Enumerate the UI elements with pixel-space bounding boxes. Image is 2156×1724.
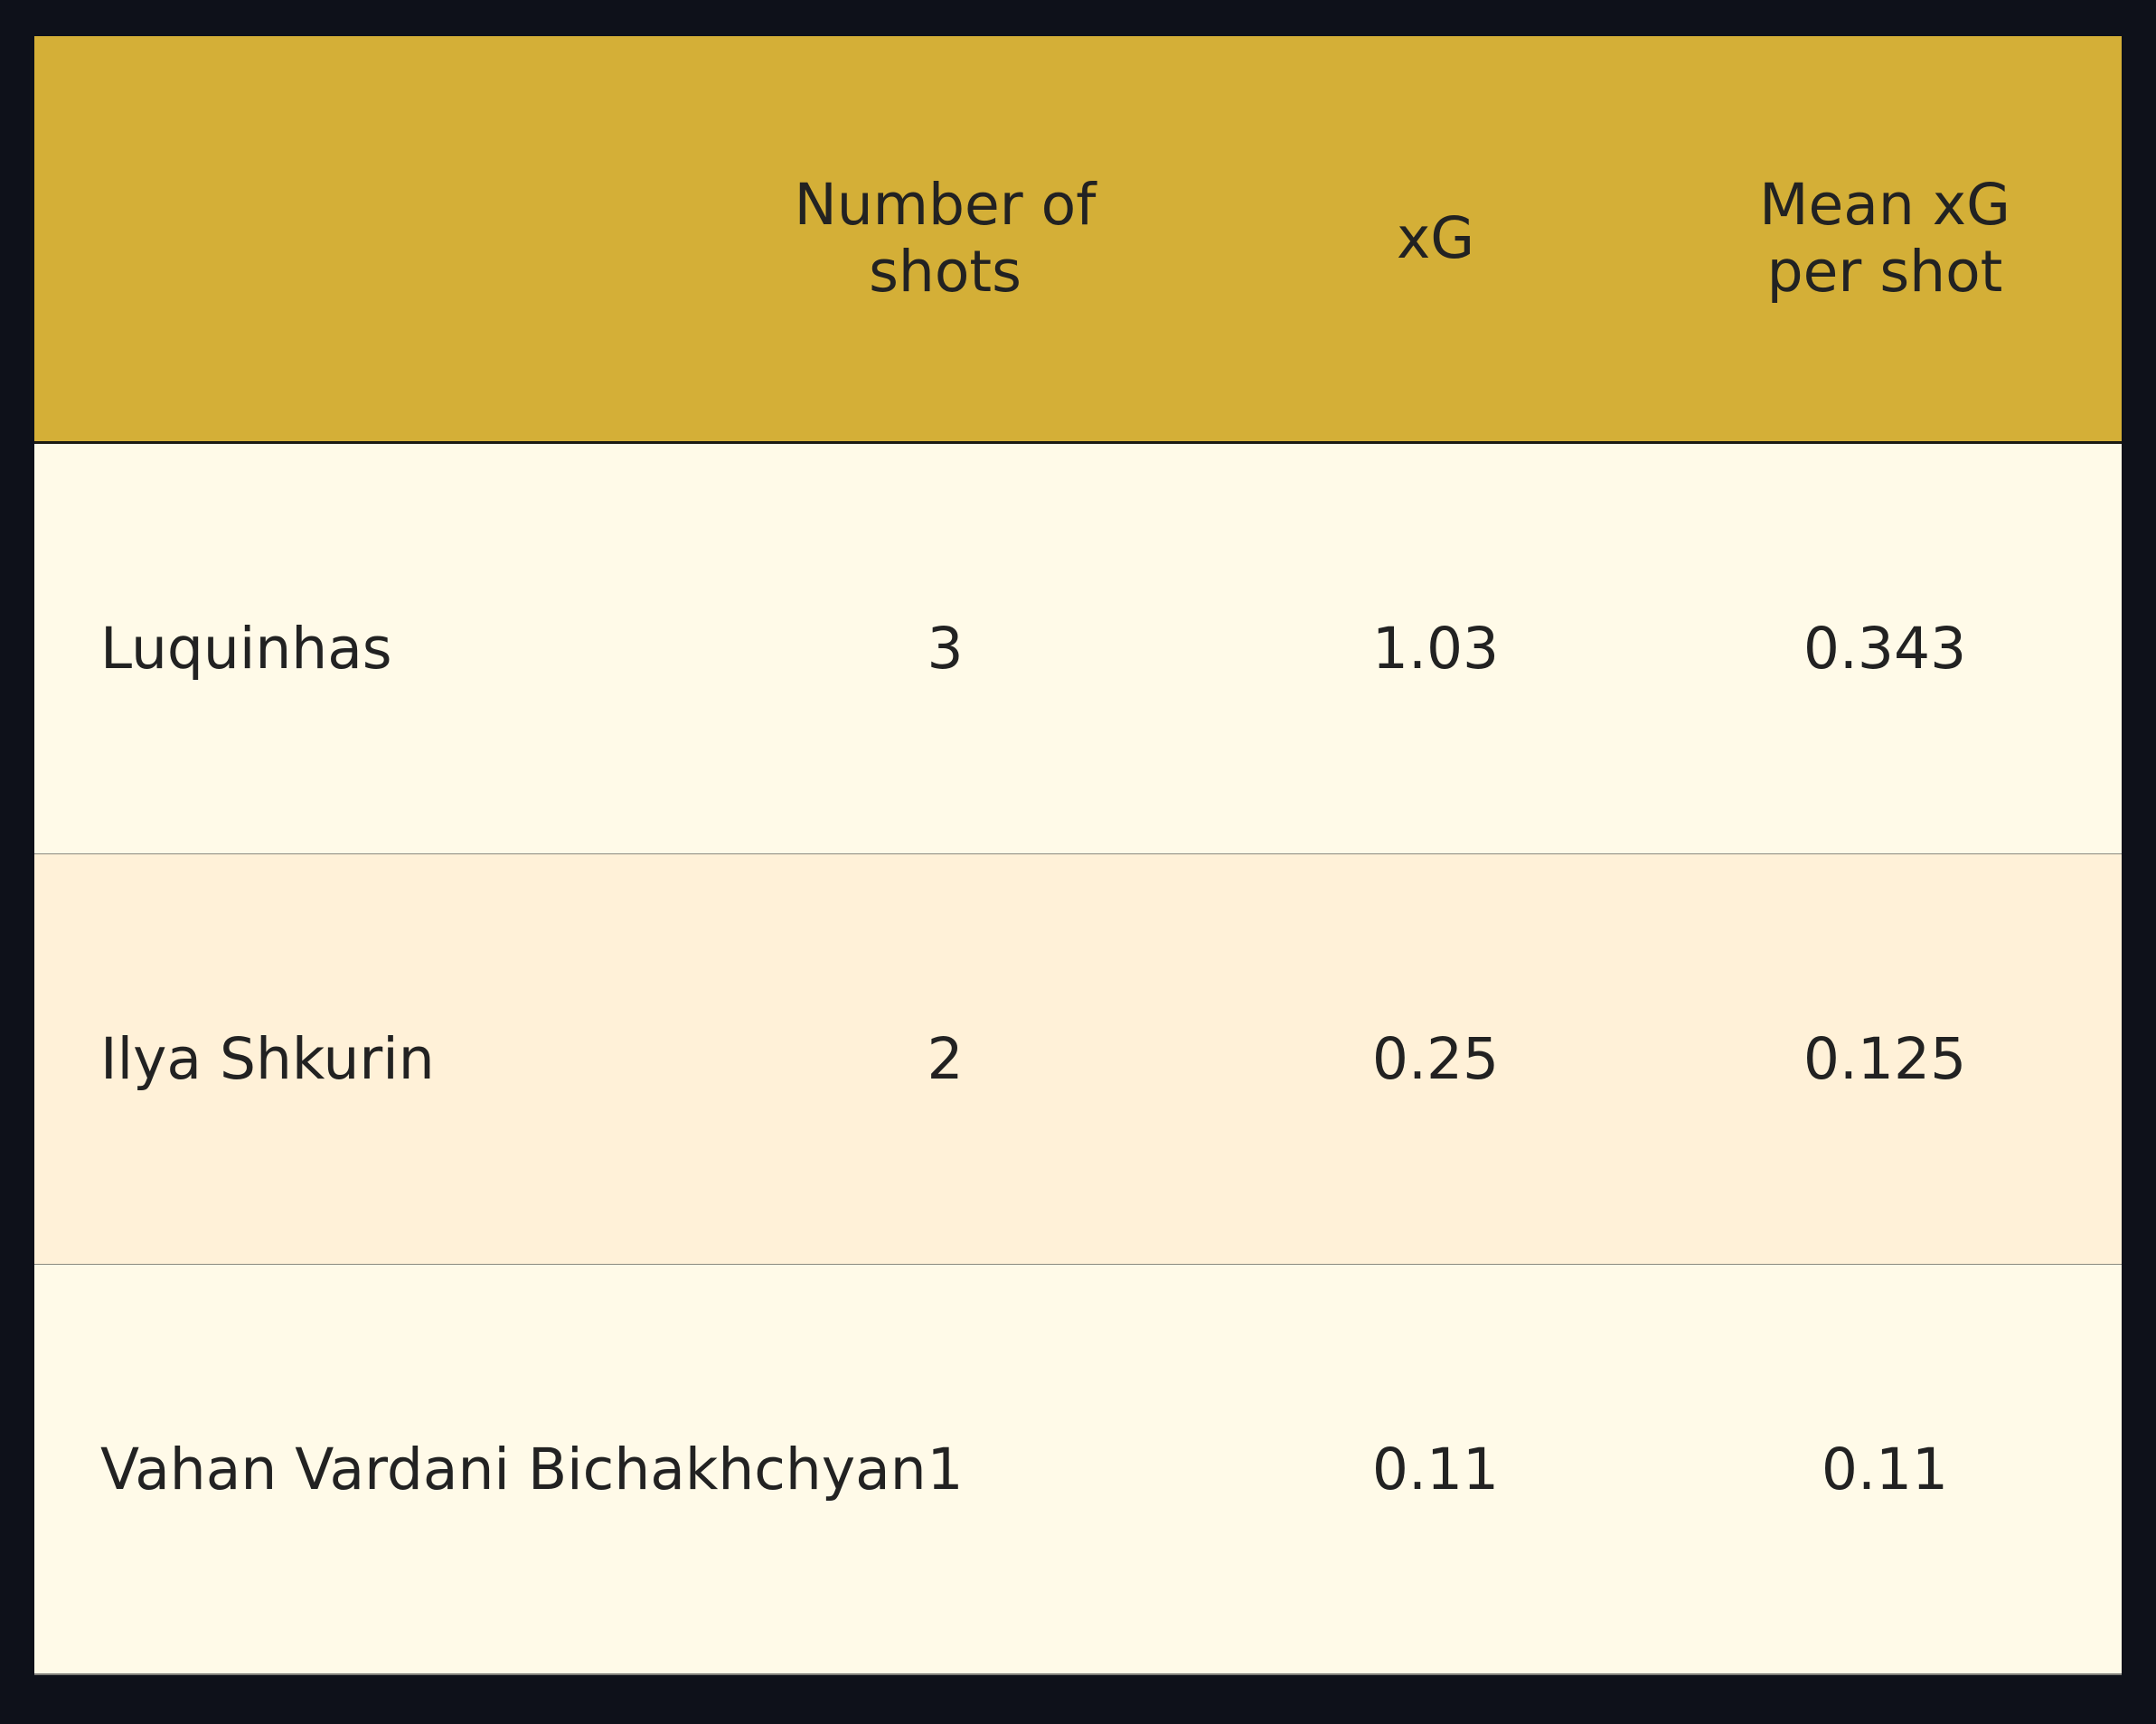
shots-cell: 3 [927,616,964,682]
shots-cell: 2 [927,1026,964,1092]
header-mean-xg-per-shot: Mean xG per shot [1759,172,2010,305]
player-name-cell: Vahan Vardani Bichakhchyan [100,1436,927,1503]
player-name-cell: Ilya Shkurin [100,1026,435,1092]
stats-table: Number of shots xG Mean xG per shot Luqu… [34,36,2122,1675]
header-number-of-shots: Number of shots [794,172,1097,305]
header-player [34,36,667,441]
xg-cell: 1.03 [1371,616,1500,682]
xg-cell: 0.25 [1371,1026,1500,1092]
table-row: Luquinhas 3 1.03 0.343 [34,444,2122,854]
header-xg: xG [1396,205,1475,271]
table-row: Vahan Vardani Bichakhchyan 1 0.11 0.11 [34,1265,2122,1675]
xg-cell: 0.11 [1371,1436,1500,1503]
mean-xg-cell: 0.11 [1821,1436,1949,1503]
mean-xg-cell: 0.125 [1803,1026,1967,1092]
mean-xg-cell: 0.343 [1803,616,1967,682]
table-row: Ilya Shkurin 2 0.25 0.125 [34,854,2122,1265]
shots-cell: 1 [927,1436,964,1503]
table-header-row: Number of shots xG Mean xG per shot [34,36,2122,444]
player-name-cell: Luquinhas [100,616,392,682]
